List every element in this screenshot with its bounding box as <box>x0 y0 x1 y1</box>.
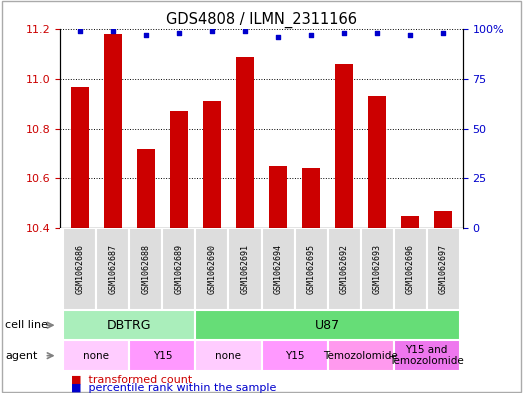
Text: GSM1062690: GSM1062690 <box>208 244 217 294</box>
Bar <box>335 64 353 228</box>
Bar <box>63 228 96 310</box>
Text: GSM1062695: GSM1062695 <box>306 244 315 294</box>
Bar <box>196 340 262 371</box>
Point <box>274 34 282 40</box>
Bar <box>401 215 419 228</box>
Bar <box>393 340 460 371</box>
Bar <box>262 228 294 310</box>
Point <box>439 30 447 37</box>
Text: cell line: cell line <box>5 320 48 330</box>
Point <box>307 32 315 39</box>
Point <box>76 28 84 35</box>
Text: GSM1062697: GSM1062697 <box>439 244 448 294</box>
Text: Y15: Y15 <box>285 351 304 361</box>
Text: U87: U87 <box>315 319 340 332</box>
Bar <box>63 310 196 340</box>
Text: none: none <box>215 351 242 361</box>
Text: agent: agent <box>5 351 38 361</box>
Bar <box>196 310 460 340</box>
Bar <box>327 228 360 310</box>
Bar <box>104 35 122 228</box>
Point <box>175 30 183 37</box>
Text: GSM1062694: GSM1062694 <box>274 244 282 294</box>
Bar <box>130 228 163 310</box>
Text: Y15 and
Temozolomide: Y15 and Temozolomide <box>389 345 464 366</box>
Bar <box>203 101 221 228</box>
Bar <box>63 340 130 371</box>
Point <box>406 32 414 39</box>
Bar <box>96 228 130 310</box>
Bar <box>434 211 452 228</box>
Text: GSM1062686: GSM1062686 <box>75 244 84 294</box>
Bar <box>294 228 327 310</box>
Bar <box>71 86 89 228</box>
Text: none: none <box>84 351 109 361</box>
Bar <box>327 340 393 371</box>
Bar <box>262 340 327 371</box>
Point <box>373 30 381 37</box>
Text: Y15: Y15 <box>153 351 172 361</box>
Text: Temozolomide: Temozolomide <box>323 351 398 361</box>
Bar <box>236 57 254 228</box>
Text: GSM1062696: GSM1062696 <box>405 244 415 294</box>
Bar <box>170 111 188 228</box>
Text: ■  percentile rank within the sample: ■ percentile rank within the sample <box>71 383 276 393</box>
Text: GDS4808 / ILMN_2311166: GDS4808 / ILMN_2311166 <box>166 12 357 28</box>
Bar <box>368 96 386 228</box>
Text: GSM1062692: GSM1062692 <box>339 244 348 294</box>
Point <box>109 28 117 35</box>
Text: DBTRG: DBTRG <box>107 319 152 332</box>
Text: GSM1062693: GSM1062693 <box>372 244 382 294</box>
Bar <box>130 340 196 371</box>
Text: GSM1062688: GSM1062688 <box>141 244 151 294</box>
Bar <box>196 228 229 310</box>
Bar <box>302 168 320 228</box>
Text: GSM1062689: GSM1062689 <box>175 244 184 294</box>
Text: ■  transformed count: ■ transformed count <box>71 374 192 384</box>
Point <box>208 28 216 35</box>
Point <box>142 32 150 39</box>
Bar <box>269 166 287 228</box>
Bar <box>393 228 427 310</box>
Bar <box>427 228 460 310</box>
Bar <box>137 149 155 228</box>
Bar <box>360 228 393 310</box>
Bar <box>229 228 262 310</box>
Point <box>340 30 348 37</box>
Text: GSM1062691: GSM1062691 <box>241 244 249 294</box>
Text: GSM1062687: GSM1062687 <box>108 244 118 294</box>
Bar <box>163 228 196 310</box>
Point <box>241 28 249 35</box>
